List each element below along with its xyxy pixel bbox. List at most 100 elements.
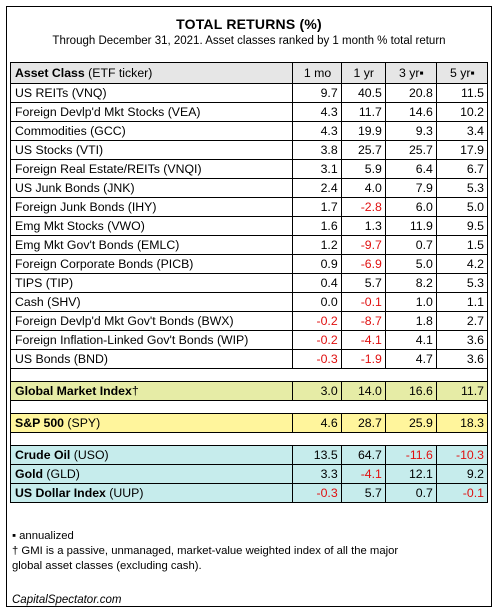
asset-ticker: (UUP) xyxy=(105,486,144,500)
asset-name-cell: Emg Mkt Stocks (VWO) xyxy=(9,216,294,236)
return-1mo: 3.1 xyxy=(292,159,342,179)
table-row: Foreign Devlp'd Mkt Stocks (VEA) 4.3 11.7 1… xyxy=(9,102,489,122)
table-header-row: Asset Class (ETF ticker) 1 mo 1 yr 3 yr▪… xyxy=(9,62,489,84)
asset-name-cell: Foreign Devlp'd Mkt Gov't Bonds (BWX) xyxy=(9,311,294,331)
asset-name-cell: Foreign Corporate Bonds (PICB) xyxy=(9,254,294,274)
return-5yr: 1.5 xyxy=(435,235,489,255)
return-1mo: 3.8 xyxy=(292,140,342,160)
return-1yr: 14.0 xyxy=(340,381,386,401)
asset-name-cell: US Stocks (VTI) xyxy=(9,140,294,160)
commodity-row: Gold (GLD) 3.3 -4.1 12.1 9.2 xyxy=(9,464,489,484)
return-3yr: 5.0 xyxy=(384,254,437,274)
return-1yr: -6.9 xyxy=(340,254,386,274)
return-3yr: 25.9 xyxy=(384,413,437,433)
asset-name-cell: Commodities (GCC) xyxy=(9,121,294,141)
spacer-row xyxy=(10,368,488,382)
return-3yr: 8.2 xyxy=(384,273,437,293)
return-5yr: 5.0 xyxy=(435,197,489,217)
asset-name-cell: US Junk Bonds (JNK) xyxy=(9,178,294,198)
return-1yr: -2.8 xyxy=(340,197,386,217)
gmi-note-line1: † GMI is a passive, unmanaged, market-va… xyxy=(12,545,399,557)
asset-name-cell: Crude Oil (USO) xyxy=(9,445,294,465)
return-5yr: 3.4 xyxy=(435,121,489,141)
table-row: Emg Mkt Stocks (VWO) 1.6 1.3 11.9 9.5 xyxy=(9,216,489,236)
return-1mo: 0.4 xyxy=(292,273,342,293)
return-1yr: 11.7 xyxy=(340,102,386,122)
return-3yr: 9.3 xyxy=(384,121,437,141)
return-1yr: 28.7 xyxy=(340,413,386,433)
return-1yr: -1.9 xyxy=(340,349,386,369)
table-row: Foreign Devlp'd Mkt Gov't Bonds (BWX) -0.… xyxy=(9,311,489,331)
return-5yr: 3.6 xyxy=(435,330,489,350)
return-1yr: 4.0 xyxy=(340,178,386,198)
table-row: Commodities (GCC) 4.3 19.9 9.3 3.4 xyxy=(9,121,489,141)
header-asset-class-label: Asset Class xyxy=(15,66,85,80)
return-3yr: 6.4 xyxy=(384,159,437,179)
header-asset-class: Asset Class (ETF ticker) xyxy=(9,62,294,84)
header-etf-ticker-label: (ETF ticker) xyxy=(84,66,153,80)
return-3yr: 11.9 xyxy=(384,216,437,236)
asset-name-cell: US Dollar Index (UUP) xyxy=(9,483,294,503)
return-1mo: 3.0 xyxy=(292,381,342,401)
return-5yr: 11.5 xyxy=(435,83,489,103)
return-3yr: 20.8 xyxy=(384,83,437,103)
return-5yr: 4.2 xyxy=(435,254,489,274)
table-row: Cash (SHV) 0.0 -0.1 1.0 1.1 xyxy=(9,292,489,312)
asset-name-cell: Foreign Junk Bonds (IHY) xyxy=(9,197,294,217)
table-row: US REITs (VNQ) 9.7 40.5 20.8 11.5 xyxy=(9,83,489,103)
return-3yr: 1.8 xyxy=(384,311,437,331)
table-row: Foreign Corporate Bonds (PICB) 0.9 -6.9 5.0… xyxy=(9,254,489,274)
table-row: TIPS (TIP) 0.4 5.7 8.2 5.3 xyxy=(9,273,489,293)
return-5yr: 10.2 xyxy=(435,102,489,122)
return-1yr: 5.9 xyxy=(340,159,386,179)
return-1mo: 4.6 xyxy=(292,413,342,433)
asset-name-cell: US Bonds (BND) xyxy=(9,349,294,369)
sp500-row: S&P 500 (SPY) 4.6 28.7 25.9 18.3 xyxy=(9,413,489,433)
return-5yr: 2.7 xyxy=(435,311,489,331)
commodity-row: Crude Oil (USO) 13.5 64.7 -11.6 -10.3 xyxy=(9,445,489,465)
return-3yr: 6.0 xyxy=(384,197,437,217)
asset-name-cell: TIPS (TIP) xyxy=(9,273,294,293)
return-1mo: 9.7 xyxy=(292,83,342,103)
return-1yr: -8.7 xyxy=(340,311,386,331)
return-1mo: 13.5 xyxy=(292,445,342,465)
return-5yr: 5.3 xyxy=(435,273,489,293)
return-3yr: 4.7 xyxy=(384,349,437,369)
return-1yr: 64.7 xyxy=(340,445,386,465)
return-1yr: -9.7 xyxy=(340,235,386,255)
return-3yr: 12.1 xyxy=(384,464,437,484)
return-5yr: 17.9 xyxy=(435,140,489,160)
return-1yr: -4.1 xyxy=(340,464,386,484)
table-row: US Bonds (BND) -0.3 -1.9 4.7 3.6 xyxy=(9,349,489,369)
header-1mo: 1 mo xyxy=(292,62,342,84)
return-3yr: 0.7 xyxy=(384,235,437,255)
asset-ticker: (GLD) xyxy=(43,467,80,481)
return-1mo: 0.9 xyxy=(292,254,342,274)
asset-ticker: † xyxy=(131,384,139,398)
return-1mo: 1.2 xyxy=(292,235,342,255)
returns-table-panel: TOTAL RETURNS (%) Through December 31, 2… xyxy=(6,6,492,607)
asset-name-cell: Emg Mkt Gov't Bonds (EMLC) xyxy=(9,235,294,255)
commodity-row: US Dollar Index (UUP) -0.3 5.7 0.7 -0.1 xyxy=(9,483,489,503)
return-5yr: 5.3 xyxy=(435,178,489,198)
gmi-row: Global Market Index† 3.0 14.0 16.6 11.7 xyxy=(9,381,489,401)
spacer-row xyxy=(10,400,488,414)
header-5yr: 5 yr▪ xyxy=(435,62,489,84)
return-1mo: 1.6 xyxy=(292,216,342,236)
footnotes: ▪ annualized † GMI is a passive, unmanag… xyxy=(12,529,486,574)
spacer-cell xyxy=(10,432,488,446)
return-1mo: 2.4 xyxy=(292,178,342,198)
return-1yr: 1.3 xyxy=(340,216,386,236)
gmi-note-line2: global asset classes (excluding cash). xyxy=(12,560,202,572)
return-5yr: 9.2 xyxy=(435,464,489,484)
return-1mo: -0.2 xyxy=(292,311,342,331)
return-5yr: 18.3 xyxy=(435,413,489,433)
spacer-cell xyxy=(10,368,488,382)
return-3yr: 7.9 xyxy=(384,178,437,198)
return-1yr: 5.7 xyxy=(340,483,386,503)
return-3yr: 0.7 xyxy=(384,483,437,503)
asset-name: S&P 500 xyxy=(15,416,64,430)
return-1yr: -4.1 xyxy=(340,330,386,350)
table-row: Emg Mkt Gov't Bonds (EMLC) 1.2 -9.7 0.7 1.5 xyxy=(9,235,489,255)
asset-name: Global Market Index xyxy=(15,384,132,398)
